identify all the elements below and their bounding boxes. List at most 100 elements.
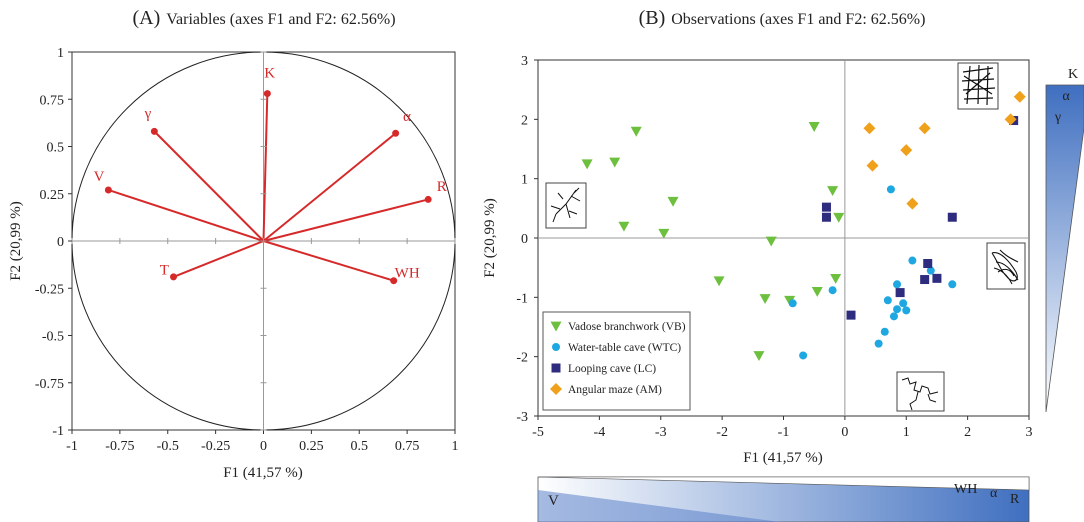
bottom-gradient-label-3: R (1010, 492, 1020, 507)
vector-point-K (263, 90, 271, 98)
panel-b-x-tick-label: -1 (778, 425, 790, 440)
panel-b-x-tick-label: -4 (594, 425, 606, 440)
vector-label-γ: γ (144, 106, 152, 122)
vector-line-T (173, 240, 264, 278)
legend-marker-circle (552, 343, 560, 351)
vector-point-α (392, 129, 400, 137)
vector-point-γ (150, 127, 158, 135)
point-square (846, 310, 856, 320)
panel-a-y-tick-label: -0.75 (35, 377, 64, 392)
panel-b-y-tick-label: 0 (521, 232, 528, 247)
right-gradient: K α γ (1045, 67, 1084, 413)
point-circle (908, 256, 917, 265)
point-circle (899, 299, 908, 308)
point-circle (926, 266, 935, 275)
point-square (923, 259, 933, 269)
panel-a-y-tick-label: 0.25 (40, 188, 65, 203)
vector-label-α: α (403, 109, 411, 125)
point-diamond (1004, 113, 1017, 126)
legend-label: Vadose branchwork (VB) (568, 321, 686, 333)
right-gradient-wedge (1045, 84, 1084, 413)
panel-b-x-tick-label: -2 (716, 425, 728, 440)
legend-marker-square (551, 363, 561, 373)
single-passage-pattern-icon (896, 371, 945, 412)
panel-a: (A) Variables (axes F1 and F2: 62.56%) Kγ… (8, 7, 459, 481)
legend-marker-triangle-down (550, 321, 562, 332)
bottom-gradient-label-left: V (548, 493, 559, 509)
panel-a-y-tick-label: -0.25 (35, 282, 64, 297)
panel-b-y-tick-label: 3 (521, 54, 528, 69)
point-diamond (906, 197, 919, 210)
panel-b-x-tick-label: -3 (655, 425, 667, 440)
panel-a-x-tick-label: 0 (260, 439, 267, 454)
point-triangle-down (827, 186, 839, 197)
panel-a-y-tick-label: -0.5 (42, 330, 64, 345)
point-triangle-down (630, 126, 642, 137)
bottom-gradient-wedge-left (538, 490, 780, 522)
point-square (821, 202, 831, 212)
panel-a-x-tick-label: 0.25 (299, 439, 324, 454)
dendritic-pattern-icon (545, 182, 587, 229)
vector-label-K: K (264, 66, 275, 82)
vector-line-V (108, 189, 264, 242)
point-circle (788, 299, 797, 308)
point-circle (889, 312, 898, 321)
panel-a-title: (A) Variables (axes F1 and F2: 62.56%) (132, 7, 395, 29)
legend-box (542, 311, 691, 411)
panel-b-y-ticks: -3 -2 -1 0 1 2 3 (516, 54, 538, 425)
point-square (920, 275, 930, 285)
bottom-gradient: V WH α R (537, 476, 1030, 522)
panel-a-x-tick-label: -0.25 (201, 439, 230, 454)
panel-b-x-ticks: -5 -4 -3 -2 -1 0 1 2 3 (532, 416, 1033, 440)
point-triangle-down (811, 287, 823, 297)
bottom-gradient-label-1: WH (954, 482, 977, 497)
panel-b-x-tick-label: -5 (532, 425, 544, 440)
vector-line-R (263, 198, 429, 242)
point-triangle-down (759, 294, 771, 305)
panel-a-vectors: Kγ α V R T WH (94, 66, 447, 285)
vector-point-R (424, 195, 432, 203)
panel-a-y-tick-label: 0 (57, 235, 64, 250)
point-square (821, 212, 831, 222)
point-square (895, 288, 905, 298)
point-circle (948, 280, 957, 289)
point-triangle-down (667, 196, 679, 207)
point-circle (893, 280, 902, 289)
point-circle (893, 305, 902, 314)
point-square (947, 212, 957, 222)
point-circle (883, 296, 892, 305)
point-triangle-down (830, 273, 842, 284)
panel-a-x-tick-label: -0.75 (105, 439, 134, 454)
point-circle (874, 339, 883, 348)
panel-b-title-text: Observations (axes F1 and F2: 62.56%) (671, 11, 925, 28)
panel-b-x-tick-label: 3 (1026, 425, 1033, 440)
panel-a-x-tick-label: -0.5 (157, 439, 179, 454)
panel-b-axes (538, 60, 1029, 416)
panel-a-y-tick-label: 0.75 (40, 93, 65, 108)
panel-b-y-tick-label: 1 (521, 173, 528, 188)
legend: Vadose branchwork (VB) Water-table cave (… (542, 311, 691, 411)
vector-line-α (262, 132, 397, 242)
point-triangle-down (581, 159, 593, 170)
point-square (932, 273, 942, 283)
point-triangle-down (609, 157, 621, 168)
vector-line-WH (263, 240, 395, 282)
panel-a-y-tick-label: 0.5 (47, 141, 65, 156)
legend-label: Water-table cave (WTC) (568, 342, 681, 354)
vector-label-T: T (160, 263, 169, 279)
legend-label: Looping cave (LC) (568, 363, 656, 375)
right-gradient-label-3: γ (1054, 110, 1061, 125)
legend-marker-diamond (550, 383, 562, 395)
vector-label-V: V (94, 169, 105, 185)
panel-a-letter: (A) (132, 7, 160, 29)
point-diamond (863, 122, 876, 135)
point-circle (799, 351, 808, 360)
panel-a-x-label: F1 (41,57 %) (223, 465, 303, 481)
panel-b-x-label: F1 (41,57 %) (743, 450, 823, 466)
panel-a-x-tick-label: -1 (66, 439, 78, 454)
vector-line-K (262, 93, 269, 242)
point-triangle-down (618, 221, 630, 232)
bottom-gradient-label-2: α (990, 486, 998, 501)
panel-b-y-label: F2 (20,99 %) (482, 198, 498, 278)
